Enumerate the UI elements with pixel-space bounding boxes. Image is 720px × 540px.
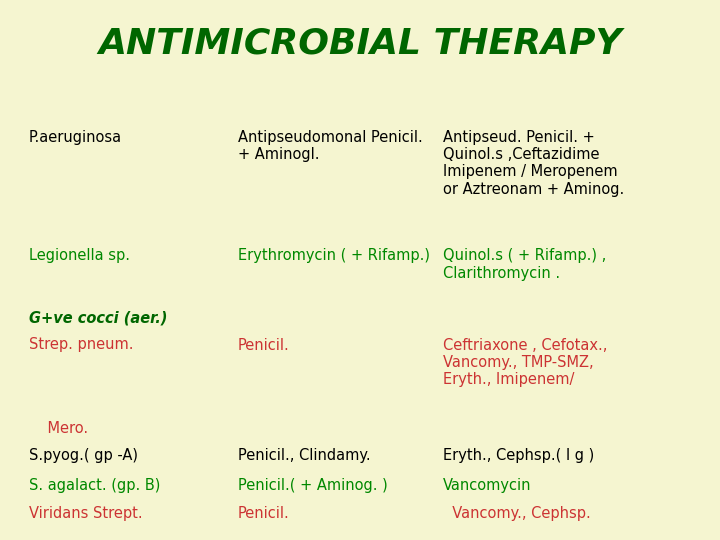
Text: Viridans Strept.: Viridans Strept. (29, 506, 143, 521)
Text: G+ve cocci (aer.): G+ve cocci (aer.) (29, 310, 167, 326)
Text: Antipseudomonal Penicil.
+ Aminogl.: Antipseudomonal Penicil. + Aminogl. (238, 130, 423, 162)
Text: Penicil., Clindamy.: Penicil., Clindamy. (238, 448, 370, 463)
Text: Quinol.s ( + Rifamp.) ,
Clarithromycin .: Quinol.s ( + Rifamp.) , Clarithromycin . (443, 248, 606, 281)
Text: Eryth., Cephsp.( l g ): Eryth., Cephsp.( l g ) (443, 448, 594, 463)
Text: P.aeruginosa: P.aeruginosa (29, 130, 122, 145)
Text: Erythromycin ( + Rifamp.): Erythromycin ( + Rifamp.) (238, 248, 430, 264)
Text: S.pyog.( gp -A): S.pyog.( gp -A) (29, 448, 138, 463)
Text: S. agalact. (gp. B): S. agalact. (gp. B) (29, 478, 160, 493)
Text: Mero.: Mero. (29, 421, 88, 436)
Text: Strep. pneum.: Strep. pneum. (29, 338, 133, 353)
Text: Ceftriaxone , Cefotax.,
Vancomy., TMP-SMZ,
Eryth., Imipenem/: Ceftriaxone , Cefotax., Vancomy., TMP-SM… (443, 338, 607, 387)
Text: Antipseud. Penicil. +
Quinol.s ,Ceftazidime
Imipenem / Meropenem
or Aztreonam + : Antipseud. Penicil. + Quinol.s ,Ceftazid… (443, 130, 624, 197)
Text: Penicil.( + Aminog. ): Penicil.( + Aminog. ) (238, 478, 387, 493)
Text: Legionella sp.: Legionella sp. (29, 248, 130, 264)
Text: Penicil.: Penicil. (238, 506, 289, 521)
Text: ANTIMICROBIAL THERAPY: ANTIMICROBIAL THERAPY (98, 27, 622, 61)
Text: Penicil.: Penicil. (238, 338, 289, 353)
Text: Vancomycin: Vancomycin (443, 478, 531, 493)
Text: Vancomy., Cephsp.: Vancomy., Cephsp. (443, 506, 590, 521)
